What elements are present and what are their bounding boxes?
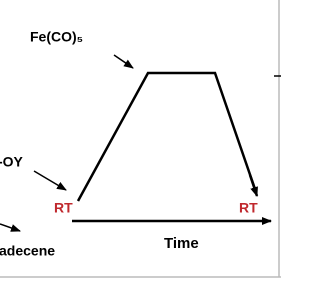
surfactant-label: -OY [0, 154, 24, 170]
rt-end-label: RT [239, 200, 258, 216]
profile-arrow [248, 174, 259, 197]
precursor-label: Fe(CO)₅ [30, 29, 83, 45]
time-label: Time [164, 235, 199, 252]
precursor-arrow [113, 54, 134, 69]
background [0, 0, 281, 281]
solvent-arrow [0, 223, 21, 232]
surfactant-arrow [33, 170, 67, 191]
rt-start-label: RT [54, 200, 73, 216]
solvent-label: adecene [0, 243, 55, 259]
temperature-profile [76, 71, 258, 202]
diagram: Fe(CO)₅ -OY RT RT Time adecene [0, 0, 281, 281]
page: {"labels": {"precursor": "Fe(CO)₅", "sur… [0, 0, 281, 281]
